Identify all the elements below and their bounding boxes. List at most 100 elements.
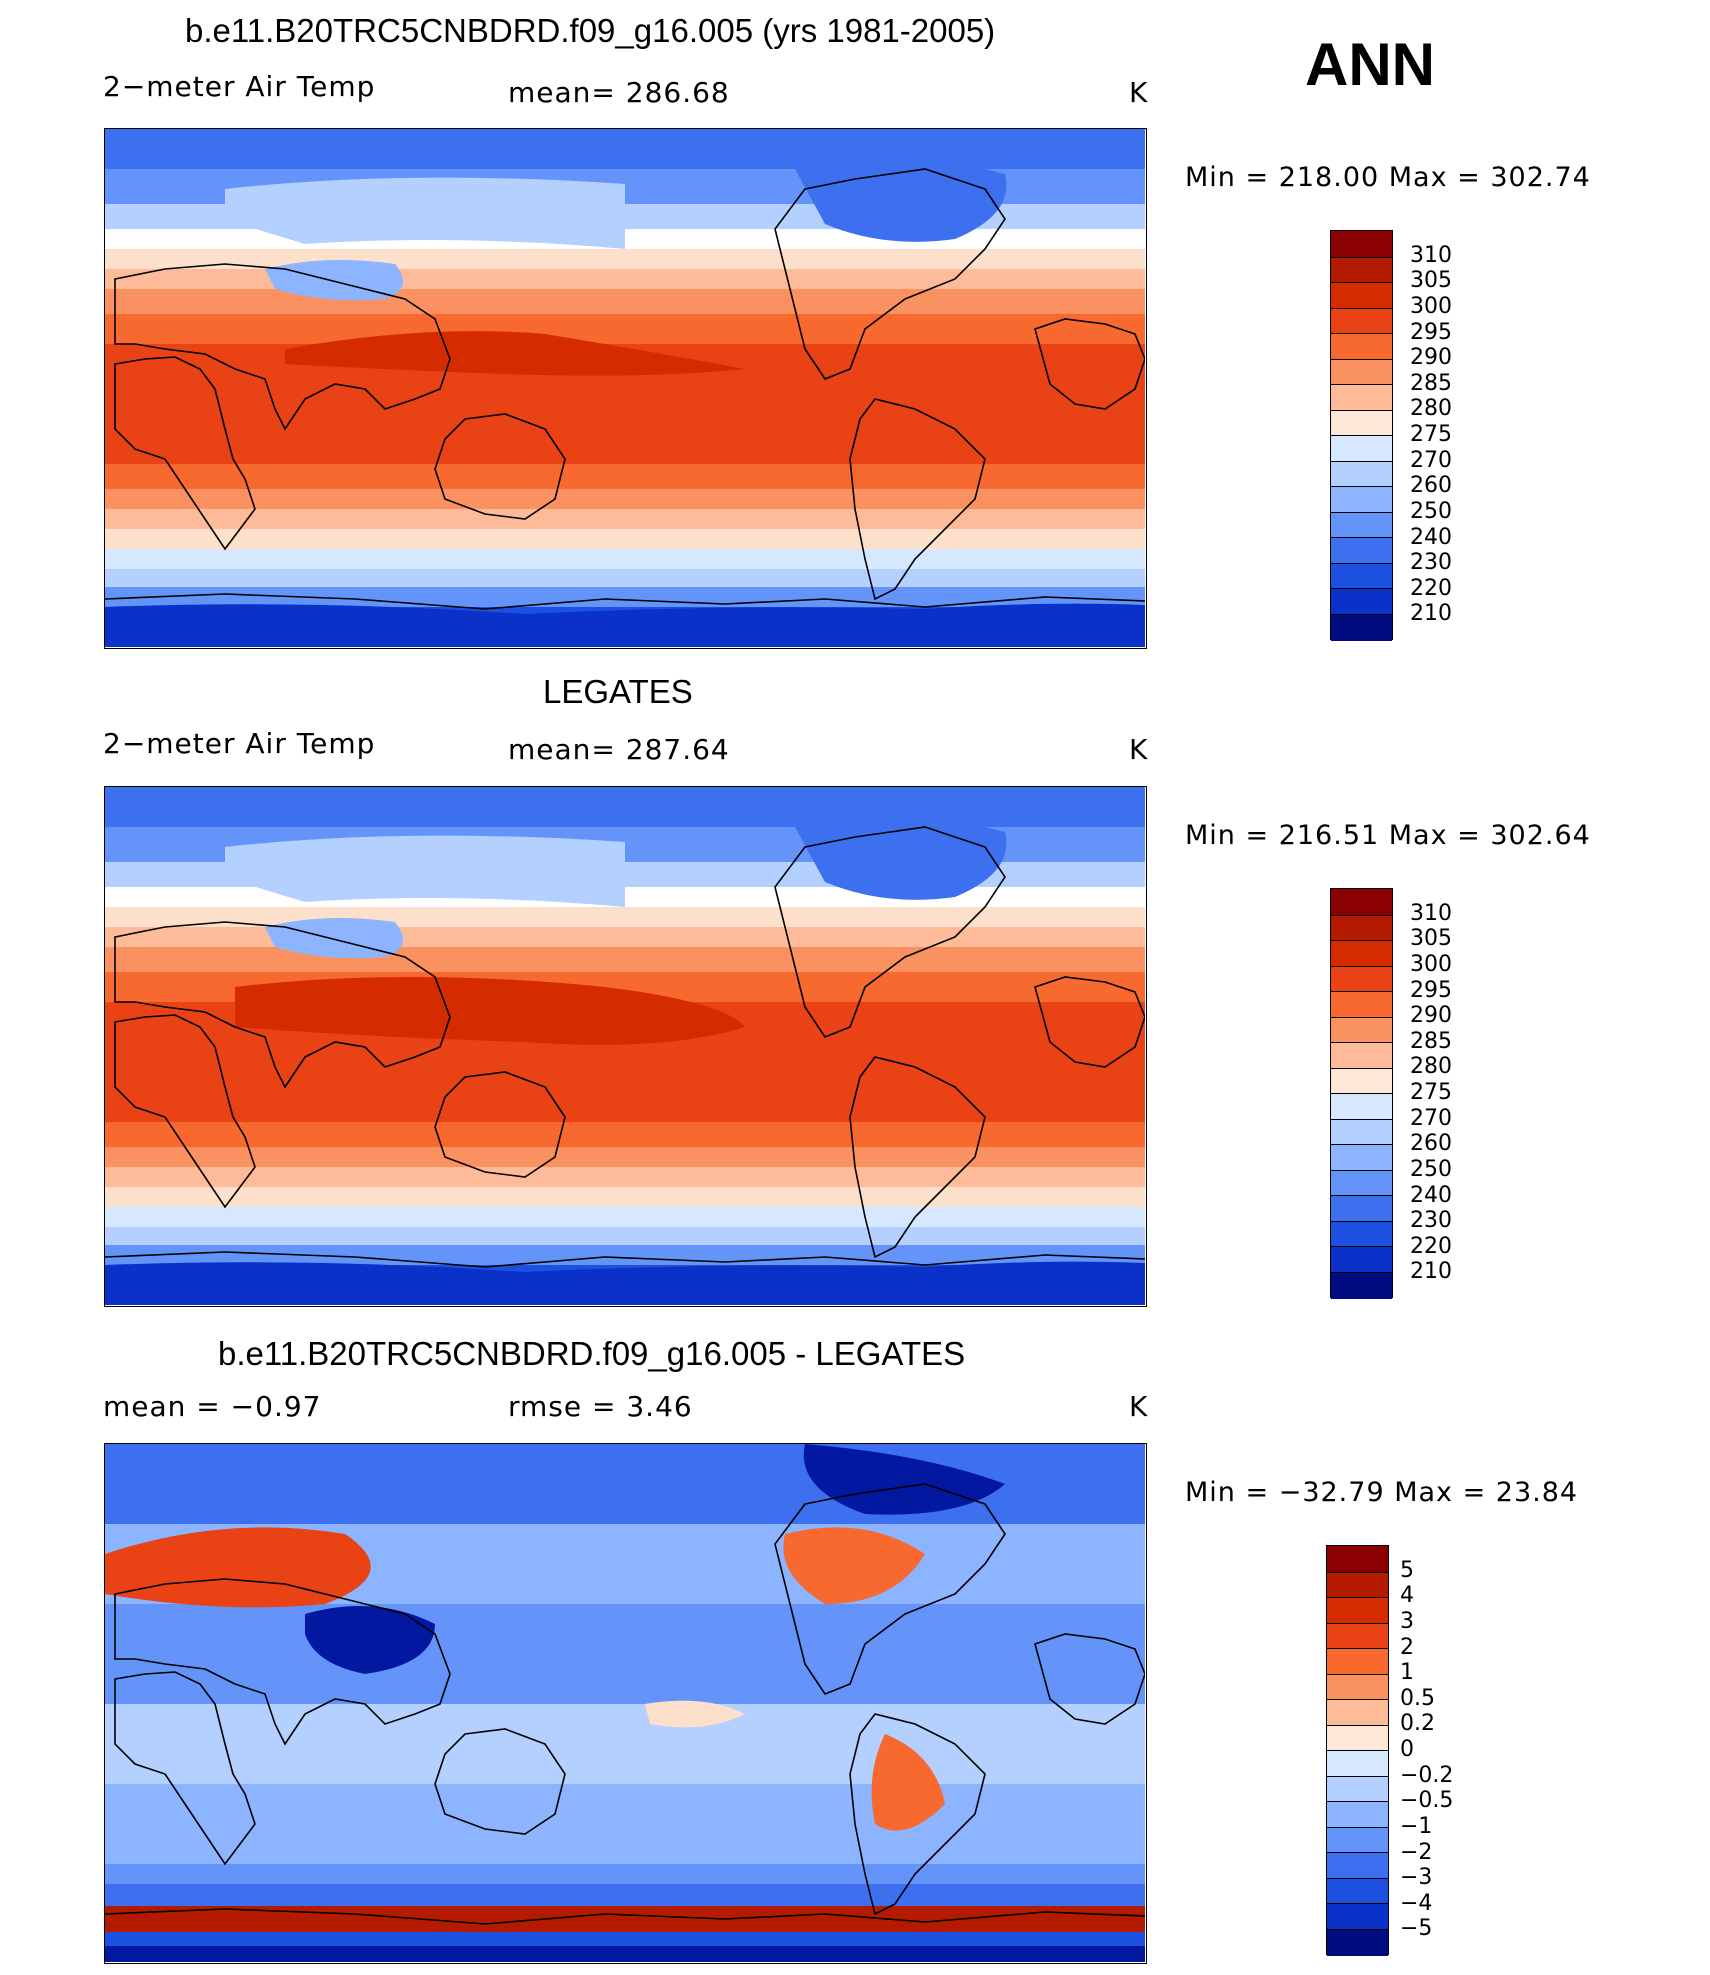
- colorbar-swatch: [1331, 1093, 1392, 1120]
- colorbar-tick-label: 210: [1410, 601, 1452, 627]
- colorbar-swatch: [1327, 1622, 1388, 1650]
- colorbar-swatch: [1331, 1016, 1392, 1044]
- colorbar-swatch: [1331, 1067, 1392, 1095]
- temperature-band: [105, 1167, 1145, 1187]
- southamerica-warm-bias: [871, 1734, 945, 1831]
- panel-3-title: b.e11.B20TRC5CNBDRD.f09_g16.005 - LEGATE…: [218, 1335, 966, 1372]
- colorbar-swatch: [1331, 1118, 1392, 1146]
- panel-1-colorbar: [1330, 230, 1393, 641]
- colorbar-tick-label: 260: [1410, 1131, 1452, 1157]
- temperature-band: [105, 509, 1145, 529]
- colorbar-tick-label: 270: [1410, 1105, 1452, 1131]
- colorbar-swatch: [1327, 1826, 1388, 1854]
- northamerica-warm-bias: [783, 1527, 925, 1604]
- temperature-band: [105, 587, 1145, 607]
- colorbar-tick-label: 260: [1410, 473, 1452, 499]
- coastline: [114, 1578, 451, 1746]
- colorbar-tick-label: 220: [1410, 575, 1452, 601]
- colorbar-tick-label: 275: [1410, 422, 1452, 447]
- colorbar-swatch: [1331, 889, 1392, 915]
- panel-1-map-field: [105, 129, 1146, 647]
- colorbar-swatch: [1331, 1195, 1392, 1222]
- panel-2-mean-label: mean= 287.64: [508, 733, 730, 766]
- colorbar-swatch: [1331, 358, 1392, 386]
- coastline: [434, 1071, 566, 1178]
- temperature-band: [105, 1884, 1145, 1906]
- colorbar-swatch: [1327, 1597, 1388, 1624]
- colorbar-tick-label: 3: [1400, 1608, 1414, 1634]
- colorbar-swatch: [1331, 1144, 1392, 1171]
- coastline: [849, 398, 986, 601]
- panel-2-colorbar: [1330, 888, 1393, 1299]
- pacific-neutral-patch: [645, 1700, 745, 1728]
- colorbar-tick-label: −1: [1400, 1813, 1433, 1839]
- temperature-band: [105, 489, 1145, 509]
- coastline: [849, 1056, 986, 1259]
- colorbar-tick-label: 305: [1410, 268, 1452, 294]
- colorbar-swatch: [1331, 1220, 1392, 1248]
- coastline: [105, 593, 1146, 610]
- colorbar-swatch: [1331, 282, 1392, 309]
- colorbar-tick-label: 240: [1410, 1182, 1452, 1208]
- colorbar-tick-label: −4: [1400, 1890, 1433, 1916]
- colorbar-swatch: [1327, 1775, 1388, 1803]
- temperature-band: [105, 1122, 1145, 1147]
- colorbar-swatch: [1327, 1928, 1388, 1956]
- coastline: [1034, 976, 1146, 1068]
- panel-1-mean-label: mean= 286.68: [508, 76, 730, 109]
- panel-1-unit-label: K: [1129, 76, 1149, 109]
- panel-2-minmax: Min = 216.51 Max = 302.64: [1185, 820, 1591, 851]
- coastline: [114, 1014, 256, 1209]
- colorbar-swatch: [1331, 460, 1392, 488]
- temperature-band: [105, 269, 1145, 289]
- temperature-band: [105, 1227, 1145, 1245]
- colorbar-tick-label: 0.2: [1400, 1711, 1435, 1737]
- panel-2-unit-label: K: [1129, 733, 1149, 766]
- colorbar-tick-label: 310: [1410, 242, 1452, 268]
- colorbar-tick-label: 290: [1410, 345, 1452, 371]
- colorbar-tick-label: 5: [1400, 1557, 1414, 1583]
- temperature-band: [105, 569, 1145, 587]
- temperature-band: [105, 289, 1145, 314]
- coastline: [434, 413, 566, 520]
- colorbar-swatch: [1331, 256, 1392, 284]
- colorbar-tick-label: −2: [1400, 1839, 1433, 1865]
- panel-2-title: LEGATES: [543, 673, 693, 710]
- colorbar-tick-label: 2: [1400, 1634, 1414, 1660]
- tibet-cold-bias: [305, 1606, 435, 1674]
- colorbar-tick-label: 280: [1410, 1054, 1452, 1080]
- coastline: [774, 826, 1006, 1038]
- colorbar-tick-label: −3: [1400, 1865, 1433, 1891]
- colorbar-tick-label: 310: [1410, 900, 1452, 926]
- panel-3-minmax: Min = −32.79 Max = 23.84: [1185, 1477, 1579, 1508]
- greenland-cold-bias: [803, 1444, 1005, 1515]
- coastline: [114, 921, 451, 1089]
- colorbar-swatch: [1331, 1169, 1392, 1197]
- temperature-band: [105, 549, 1145, 569]
- colorbar-swatch: [1331, 914, 1392, 942]
- colorbar-swatch: [1331, 537, 1392, 564]
- southern-ocean-warm-bias: [105, 1906, 1145, 1932]
- panel-2-map: [104, 786, 1147, 1307]
- antarctica-cold-region: [105, 1261, 1145, 1305]
- temperature-band: [105, 314, 1145, 344]
- panel-2-variable-label: 2−meter Air Temp: [103, 727, 376, 760]
- temperature-band: [105, 927, 1145, 947]
- colorbar-swatch: [1327, 1877, 1388, 1905]
- colorbar-swatch: [1331, 409, 1392, 437]
- temperature-band: [105, 947, 1145, 972]
- warm-pool-region: [285, 331, 745, 376]
- colorbar-tick-label: 220: [1410, 1233, 1452, 1259]
- colorbar-tick-label: 240: [1410, 524, 1452, 550]
- coastline: [1034, 1633, 1146, 1725]
- colorbar-swatch: [1327, 1648, 1388, 1675]
- colorbar-tick-label: 285: [1410, 370, 1452, 396]
- panel-1-variable-label: 2−meter Air Temp: [103, 70, 376, 103]
- colorbar-tick-label: 300: [1410, 951, 1452, 977]
- panel-1-map: [104, 128, 1147, 649]
- eurasia-cold-region: [225, 177, 625, 249]
- colorbar-swatch: [1331, 231, 1392, 257]
- panel-3-colorbar: [1326, 1545, 1389, 1956]
- colorbar-tick-label: 295: [1410, 977, 1452, 1003]
- colorbar-tick-label: −0.5: [1400, 1788, 1454, 1814]
